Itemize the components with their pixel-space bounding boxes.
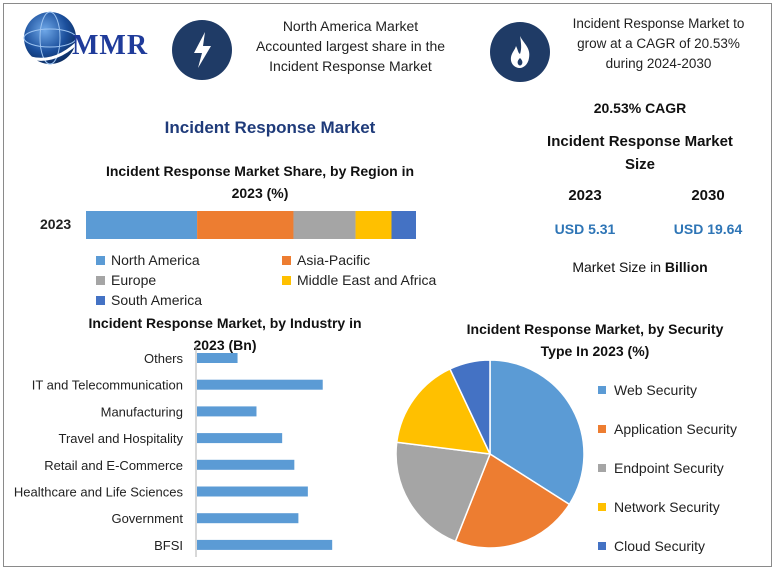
- industry-bar-chart: Others IT and Telecommunication Manufactur…: [14, 345, 333, 557]
- industry-title-line: Incident Response Market, by Industry in: [88, 315, 362, 331]
- security-title-line: Type In 2023 (%): [540, 343, 650, 359]
- region-bar-segment-europe: [293, 211, 356, 239]
- header-box1-line: North America Market: [282, 18, 419, 34]
- header-box1-line: Incident Response Market: [269, 58, 432, 74]
- industry-title-line: 2023 (Bn): [193, 337, 257, 353]
- industry-tick-label: Travel and Hospitality: [58, 431, 183, 446]
- pie-legend-item: Application Security: [598, 409, 768, 448]
- region-bar-segment-asia-pacific: [197, 211, 294, 239]
- legend-item-south-america: South America: [96, 292, 202, 308]
- flame-icon: [490, 22, 550, 82]
- pie-legend-item: Endpoint Security: [598, 448, 768, 487]
- pie-legend-swatch: [598, 424, 606, 433]
- value-2030: USD 19.64: [673, 221, 743, 237]
- header-box1-text: North America Market Accounted largest s…: [238, 16, 463, 76]
- pie-legend-item: Cloud Security: [598, 526, 768, 565]
- industry-bar: [197, 379, 323, 390]
- region-category-label: 2023: [40, 216, 72, 232]
- market-size-title-line: Incident Response Market: [547, 133, 733, 150]
- legend-swatch: [96, 275, 105, 285]
- pie-legend-item: Web Security: [598, 370, 768, 409]
- industry-bar: [197, 353, 238, 363]
- header-box2-line: during 2024-2030: [605, 56, 712, 71]
- legend-label: North America: [111, 252, 200, 268]
- pie-legend-swatch: [598, 463, 606, 472]
- legend-swatch: [282, 255, 291, 265]
- industry-bar: [197, 459, 295, 470]
- cagr-label: 20.53% CAGR: [593, 100, 687, 116]
- security-pie-legend: Web Security Application Security Endpoint…: [598, 370, 768, 565]
- legend-label: South America: [111, 292, 203, 308]
- pie-legend-swatch: [598, 541, 606, 550]
- note-prefix: Market Size in: [572, 259, 665, 275]
- header-box2-line: Incident Response Market to: [572, 16, 745, 31]
- region-bar-segment-north-america: [86, 211, 198, 239]
- industry-tick-label: Healthcare and Life Sciences: [14, 485, 184, 500]
- infographic-frame: [3, 3, 772, 567]
- industry-tick-label: BFSI: [154, 538, 183, 553]
- pie-legend-label: Endpoint Security: [614, 459, 724, 476]
- region-title-line: Incident Response Market Share, by Regio…: [105, 163, 415, 179]
- year-2023-label: 2023: [568, 187, 602, 204]
- region-title-line: 2023 (%): [231, 185, 289, 201]
- legend-swatch: [96, 255, 105, 265]
- note-unit: Billion: [664, 259, 708, 275]
- industry-tick-label: Retail and E-Commerce: [44, 458, 183, 473]
- market-size-title-line: Size: [624, 156, 655, 173]
- region-chart-title: Incident Response Market Share, by Regio…: [80, 160, 440, 204]
- legend-label: Europe: [111, 272, 157, 288]
- region-stacked-bar-chart: [86, 211, 416, 239]
- legend-item-north-america: North America: [96, 252, 200, 268]
- logo: MMR: [12, 8, 162, 68]
- pie-legend-label: Application Security: [614, 420, 737, 437]
- globe-icon: [19, 11, 84, 65]
- header-box1-line: Accounted largest share in the: [255, 38, 446, 54]
- industry-tick-label: IT and Telecommunication: [32, 378, 183, 393]
- legend-label: Middle East and Africa: [297, 272, 437, 288]
- pie-legend-label: Network Security: [614, 498, 720, 515]
- pie-legend-swatch: [598, 385, 606, 394]
- legend-swatch: [96, 295, 105, 305]
- region-bar-segment-south-america: [391, 211, 416, 239]
- industry-tick-label: Others: [144, 351, 184, 366]
- industry-bar: [197, 539, 333, 550]
- logo-text: MMR: [72, 30, 149, 61]
- header-box2-text: Incident Response Market to grow at a CA…: [556, 14, 761, 74]
- industry-tick-label: Manufacturing: [101, 404, 183, 419]
- region-bar-segment-middle-east-and-africa: [355, 211, 392, 239]
- year-2030-label: 2030: [691, 187, 725, 204]
- pie-legend-item: Network Security: [598, 487, 768, 526]
- lightning-bolt-icon: [172, 20, 232, 80]
- market-size-title: Incident Response Market Size: [530, 130, 750, 176]
- industry-bar: [197, 433, 283, 444]
- legend-item-asia-pacific: Asia-Pacific: [282, 252, 370, 268]
- industry-tick-label: Government: [111, 511, 183, 526]
- industry-chart-title: Incident Response Market, by Industry in…: [50, 312, 400, 356]
- security-title-line: Incident Response Market, by Security: [466, 321, 724, 337]
- security-pie-chart: [395, 360, 585, 549]
- legend-item-europe: Europe: [96, 272, 156, 288]
- pie-legend-label: Cloud Security: [614, 537, 706, 554]
- industry-bar: [197, 513, 299, 524]
- legend-label: Asia-Pacific: [297, 252, 371, 268]
- industry-bar: [197, 406, 257, 417]
- pie-slice-endpoint-security: [395, 441, 492, 543]
- pie-slice-cloud-security: [448, 360, 491, 455]
- pie-slice-network-security: [395, 367, 492, 455]
- security-chart-title: Incident Response Market, by Security Ty…: [440, 318, 750, 362]
- legend-swatch: [282, 275, 291, 285]
- industry-bar: [197, 486, 308, 497]
- header-box2-line: grow at a CAGR of 20.53%: [577, 36, 740, 51]
- pie-legend-label: Web Security: [614, 381, 697, 398]
- market-size-note: Market Size in Billion: [540, 259, 740, 275]
- legend-item-middle-east-africa: Middle East and Africa: [282, 272, 436, 288]
- pie-legend-swatch: [598, 502, 606, 511]
- main-title: Incident Response Market: [164, 118, 376, 137]
- value-2023: USD 5.31: [554, 221, 616, 237]
- pie-slice-application-security: [454, 452, 571, 549]
